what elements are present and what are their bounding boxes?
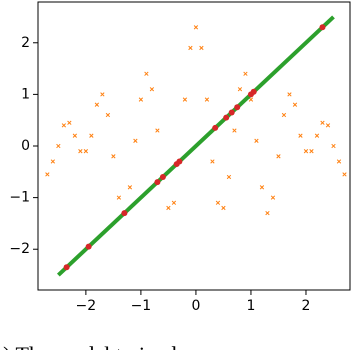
x-marker [232, 128, 237, 133]
dot [250, 88, 257, 95]
x-tick-label: −1 [131, 298, 152, 314]
x-marker [325, 123, 331, 128]
plot-frame [37, 1, 351, 291]
x-marker [276, 154, 281, 159]
x-marker [61, 123, 67, 128]
dot [319, 24, 326, 31]
x-marker [215, 200, 221, 205]
x-marker [243, 71, 248, 76]
x-marker [182, 97, 188, 102]
x-marker [287, 92, 292, 97]
dot [63, 264, 70, 271]
x-marker [50, 159, 56, 164]
x-marker [342, 172, 347, 177]
x-tick-label: 0 [191, 298, 200, 314]
line [56, 15, 335, 277]
x-marker [210, 159, 215, 164]
x-marker [320, 120, 325, 125]
x-marker [199, 45, 204, 51]
y-tick-label: −2 [9, 241, 30, 257]
x-marker [303, 149, 309, 154]
x-marker [221, 205, 226, 211]
x-tick-label: −2 [76, 298, 97, 314]
x-marker [292, 102, 298, 107]
x-marker [193, 25, 199, 30]
x-marker [105, 112, 111, 118]
dot [176, 158, 183, 165]
x-marker [155, 128, 160, 133]
x-marker [89, 133, 94, 138]
x-marker [144, 71, 149, 76]
x-marker [111, 154, 116, 159]
x-marker [309, 149, 314, 154]
x-marker [336, 159, 342, 164]
dot [85, 243, 92, 250]
dot [154, 179, 161, 186]
x-marker [237, 87, 243, 92]
y-tick-label: −1 [9, 190, 30, 206]
y-tick-label: 2 [21, 35, 30, 51]
dot [223, 114, 230, 121]
x-marker [226, 174, 232, 180]
x-marker [188, 45, 193, 51]
x-marker [314, 133, 320, 138]
dot [159, 173, 166, 180]
x-marker [116, 195, 122, 200]
dot [228, 109, 235, 116]
x-marker [83, 149, 89, 154]
y-tick-label: 1 [21, 86, 30, 102]
x-marker [78, 149, 83, 154]
x-marker [138, 97, 144, 102]
x-marker [67, 120, 72, 125]
x-marker [45, 172, 50, 177]
x-marker [56, 143, 61, 149]
x-marker [100, 92, 105, 97]
x-marker [265, 210, 270, 216]
x-marker [127, 185, 133, 190]
x-marker [281, 112, 287, 118]
x-tick-label: 2 [302, 298, 311, 314]
dot [212, 124, 219, 131]
dot [121, 210, 128, 217]
x-marker [248, 97, 254, 102]
x-marker [259, 185, 265, 190]
dot [234, 104, 241, 111]
x-marker [254, 138, 259, 143]
x-marker [298, 133, 303, 138]
caption: (c) The model trained [0, 342, 177, 350]
x-marker [94, 102, 100, 107]
x-marker [72, 133, 78, 138]
x-marker [204, 97, 210, 102]
x-marker [270, 195, 276, 200]
x-marker [171, 200, 177, 205]
y-tick-label: 0 [21, 138, 30, 154]
x-marker [166, 205, 171, 211]
x-marker [331, 143, 336, 149]
x-marker [133, 138, 138, 143]
x-marker [149, 87, 155, 92]
x-tick-label: 1 [246, 298, 255, 314]
